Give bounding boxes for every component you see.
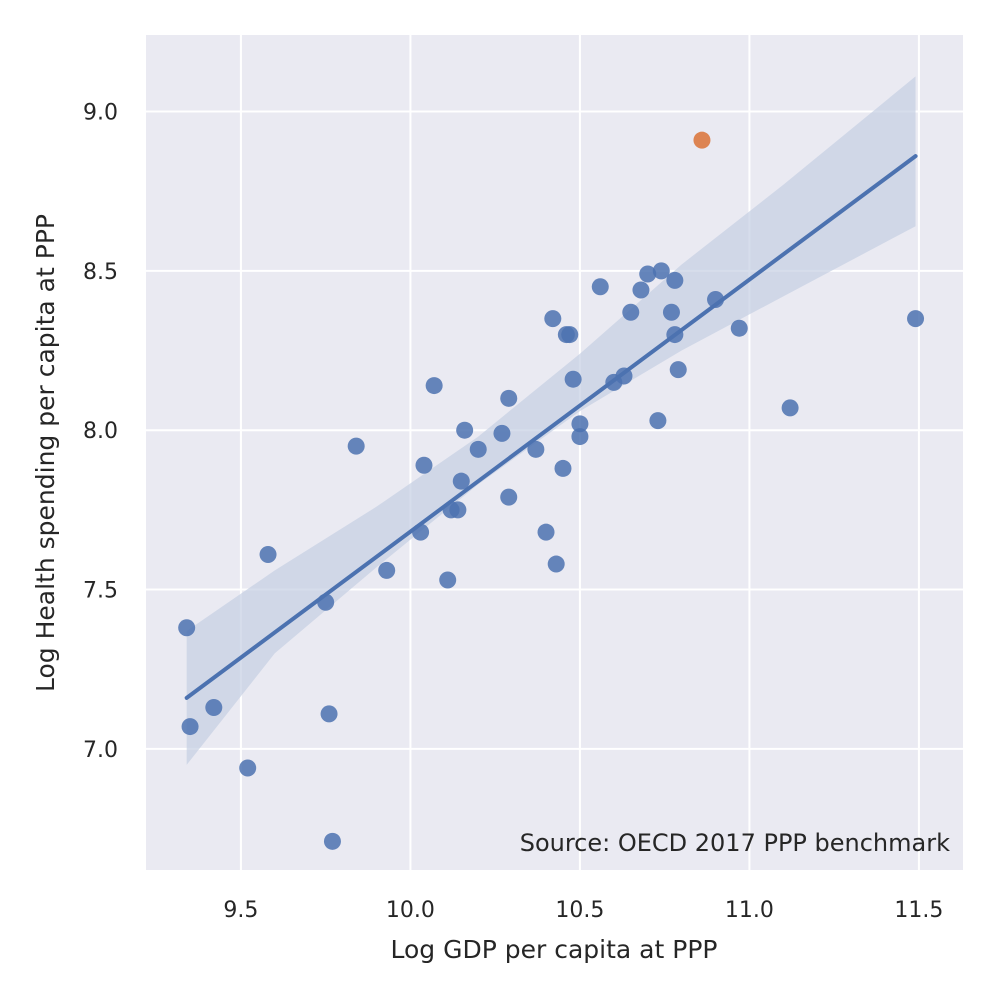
data-point <box>493 424 511 442</box>
data-point <box>178 619 196 637</box>
data-point <box>537 523 555 541</box>
data-point <box>652 262 670 280</box>
data-point <box>527 440 545 458</box>
data-point <box>347 437 365 455</box>
y-tick-label: 8.0 <box>83 419 118 444</box>
source-annotation: Source: OECD 2017 PPP benchmark <box>520 829 950 857</box>
data-point <box>323 832 341 850</box>
data-point <box>639 265 657 283</box>
data-point <box>571 415 589 433</box>
grid <box>146 35 963 870</box>
highlight-point <box>693 131 711 149</box>
data-point <box>662 303 680 321</box>
data-point <box>259 545 277 563</box>
y-tick-label: 7.5 <box>83 579 118 604</box>
data-point <box>730 319 748 337</box>
data-point <box>707 291 725 309</box>
data-point <box>378 561 396 579</box>
data-point <box>452 472 470 490</box>
data-point <box>317 593 335 611</box>
y-tick-label: 8.5 <box>83 260 118 285</box>
data-point <box>907 310 925 328</box>
data-point <box>320 705 338 723</box>
x-tick-label: 10.5 <box>555 898 604 923</box>
data-point <box>632 281 650 299</box>
data-point <box>449 501 467 519</box>
data-point <box>666 326 684 344</box>
data-point <box>425 377 443 395</box>
data-point <box>554 459 572 477</box>
data-point <box>456 421 474 439</box>
data-point <box>669 361 687 379</box>
y-tick-label: 7.0 <box>83 738 118 763</box>
x-tick-label: 9.5 <box>223 898 258 923</box>
y-tick-label: 9.0 <box>83 100 118 125</box>
x-tick-label: 11.5 <box>894 898 943 923</box>
data-point <box>781 399 799 417</box>
data-point <box>591 278 609 296</box>
confidence-band <box>186 76 916 765</box>
x-tick-label: 10.0 <box>386 898 435 923</box>
y-axis-label: Log Health spending per capita at PPP <box>31 214 60 692</box>
data-point <box>561 326 579 344</box>
data-point <box>622 303 640 321</box>
data-point <box>412 523 430 541</box>
tick-labels: 9.5 10.0 10.5 11.0 11.5 7.0 7.5 8.0 8.5 9.0 <box>83 100 943 923</box>
x-tick-label: 11.0 <box>725 898 774 923</box>
data-point <box>500 389 518 407</box>
data-point <box>547 555 565 573</box>
regression-line <box>184 154 918 700</box>
data-point <box>571 428 589 446</box>
data-point <box>666 271 684 289</box>
x-axis-label: Log GDP per capita at PPP <box>391 935 718 964</box>
data-point <box>239 759 257 777</box>
data-point <box>500 488 518 506</box>
data-point <box>564 370 582 388</box>
data-point <box>615 367 633 385</box>
data-point <box>415 456 433 474</box>
data-points <box>178 131 925 850</box>
data-point <box>181 718 199 736</box>
data-point <box>649 412 667 430</box>
data-point <box>205 698 223 716</box>
data-point <box>469 440 487 458</box>
data-point <box>439 571 457 589</box>
data-point <box>544 310 562 328</box>
